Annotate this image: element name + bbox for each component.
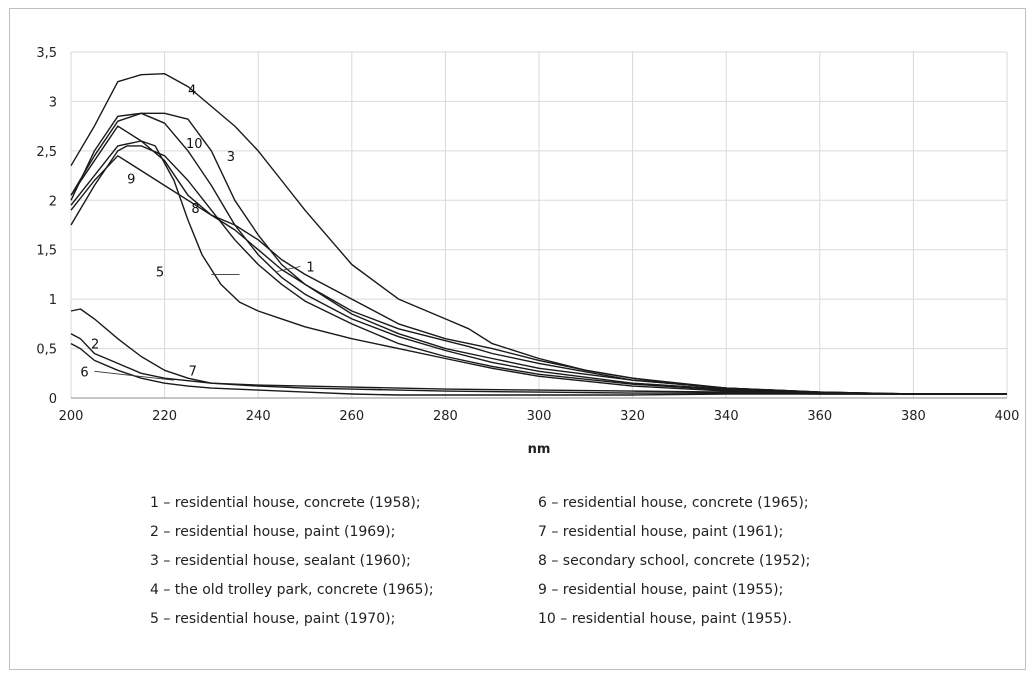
legend-item: 4 – the old trolley park, concrete (1965… (150, 582, 434, 598)
y-tick-label: 1,5 (36, 244, 57, 259)
legend-column-right: 6 – residential house, concrete (1965); … (538, 489, 810, 634)
legend-item: 10 – residential house, paint (1955). (538, 611, 792, 627)
x-tick-label: 400 (995, 409, 1020, 424)
series-line-5 (70, 140, 1007, 395)
series-group (70, 73, 1007, 396)
y-tick-label: 1 (49, 293, 57, 308)
legend-item: 3 – residential house, sealant (1960); (150, 553, 411, 569)
line-chart: 200 220 240 260 280 300 320 340 360 380 400 0 0,5 1 1,… (36, 46, 1019, 457)
x-tick-label: 240 (246, 409, 271, 424)
x-tick-label: 360 (807, 409, 832, 424)
series-label-8: 8 (191, 202, 199, 217)
x-tick-label: 280 (433, 409, 458, 424)
series-label-7: 7 (189, 364, 197, 379)
series-label-leader-6 (94, 370, 175, 381)
legend-item: 2 – residential house, paint (1969); (150, 524, 396, 540)
y-tick-label: 2 (49, 194, 57, 209)
series-line-10 (70, 112, 1007, 395)
y-tick-label: 0,5 (36, 343, 57, 358)
y-tick-label: 3,5 (36, 46, 57, 61)
series-label-3: 3 (227, 150, 235, 165)
series-labels: 1 2 3 4 5 6 7 8 9 10 (80, 84, 315, 381)
x-axis-label: nm (528, 442, 551, 457)
series-label-6: 6 (80, 365, 88, 380)
x-tick-label: 340 (714, 409, 739, 424)
series-line-7 (70, 308, 1007, 395)
x-tick-label: 300 (527, 409, 552, 424)
legend-item: 8 – secondary school, concrete (1952); (538, 553, 811, 569)
y-tick-label: 0 (49, 392, 57, 407)
series-line-6 (70, 342, 1007, 396)
legend-item: 1 – residential house, concrete (1958); (150, 495, 421, 511)
series-line-9 (70, 145, 1007, 395)
legend-column-left: 1 – residential house, concrete (1958); … (150, 489, 434, 634)
legend-item: 5 – residential house, paint (1970); (150, 611, 396, 627)
series-label-5: 5 (156, 265, 164, 280)
x-tick-label: 320 (620, 409, 645, 424)
legend-item: 6 – residential house, concrete (1965); (538, 495, 809, 511)
axes: 200 220 240 260 280 300 320 340 360 380 400 0 0,5 1 1,… (36, 46, 1019, 424)
chart-frame: 200 220 240 260 280 300 320 340 360 380 400 0 0,5 1 1,… (9, 8, 1026, 670)
series-label-4: 4 (188, 84, 196, 99)
x-tick-label: 200 (59, 409, 84, 424)
x-tick-label: 380 (901, 409, 926, 424)
series-label-1: 1 (306, 261, 314, 276)
legend-item: 7 – residential house, paint (1961); (538, 524, 784, 540)
series-label-2: 2 (91, 338, 99, 353)
series-label-leader-1 (276, 266, 301, 272)
series-label-9: 9 (127, 173, 135, 188)
y-tick-label: 2,5 (36, 145, 57, 160)
y-tick-label: 3 (49, 95, 57, 110)
series-label-10: 10 (186, 137, 203, 152)
x-tick-label: 220 (152, 409, 177, 424)
grid (70, 51, 1008, 399)
legend-item: 9 – residential house, paint (1955); (538, 582, 784, 598)
x-tick-label: 260 (339, 409, 364, 424)
